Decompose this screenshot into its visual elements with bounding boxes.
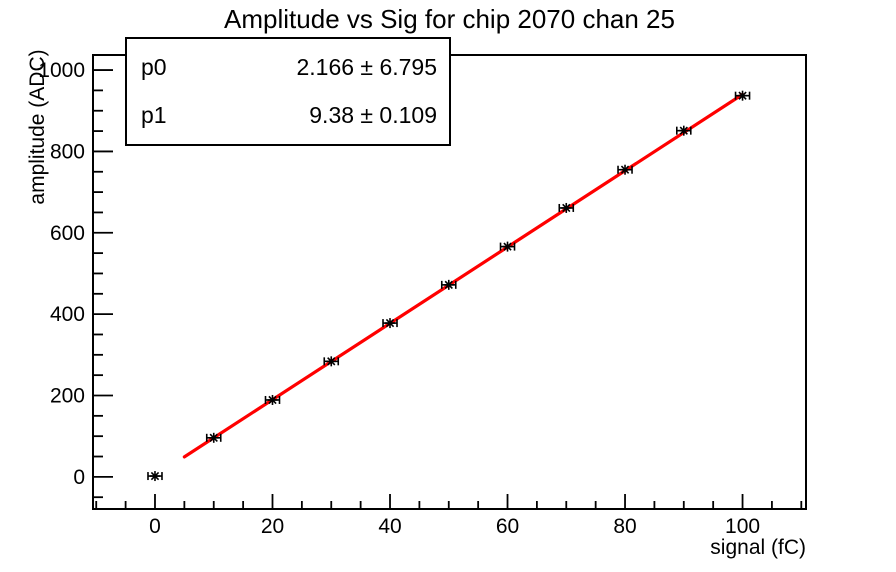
svg-text:800: 800 (50, 140, 85, 163)
svg-text:600: 600 (50, 222, 85, 245)
svg-text:100: 100 (725, 515, 760, 538)
x-axis: 0 20 40 60 80 100 (95, 494, 803, 538)
svg-text:80: 80 (613, 515, 636, 538)
y-axis: 0 200 400 600 800 1000 (38, 59, 113, 499)
stat-value-p0: 2.166 ± 6.795 (296, 53, 437, 80)
data-point-marker (734, 90, 751, 101)
data-point-marker (205, 432, 222, 443)
stats-box: p0 2.166 ± 6.795 p1 9.38 ± 0.109 (125, 37, 451, 146)
x-axis-title: signal (fC) (710, 536, 806, 559)
svg-text:0: 0 (73, 466, 85, 489)
data-point-marker (499, 241, 516, 252)
data-point-marker (440, 279, 457, 290)
stat-label-p1: p1 (141, 102, 167, 129)
stats-row-p0: p0 2.166 ± 6.795 (141, 54, 437, 81)
y-axis-title: amplitude (ADC) (26, 49, 49, 205)
data-point-marker (323, 356, 340, 367)
data-point-marker (617, 164, 633, 175)
data-point-marker (558, 202, 575, 213)
data-point-marker (147, 471, 163, 482)
svg-text:40: 40 (378, 515, 401, 538)
data-point-marker (382, 318, 398, 329)
chart-title: Amplitude vs Sig for chip 2070 chan 25 (224, 4, 675, 34)
svg-text:1000: 1000 (38, 59, 85, 82)
svg-text:60: 60 (496, 515, 519, 538)
data-point-marker (264, 394, 281, 405)
data-points (147, 90, 751, 482)
svg-text:200: 200 (50, 385, 85, 408)
stats-row-p1: p1 9.38 ± 0.109 (141, 102, 437, 129)
svg-text:0: 0 (149, 515, 161, 538)
stat-label-p0: p0 (141, 53, 167, 80)
svg-text:400: 400 (50, 303, 85, 326)
fit-line (182, 92, 745, 459)
svg-text:20: 20 (261, 515, 284, 538)
data-point-marker (675, 125, 692, 136)
stat-value-p1: 9.38 ± 0.109 (309, 102, 437, 129)
